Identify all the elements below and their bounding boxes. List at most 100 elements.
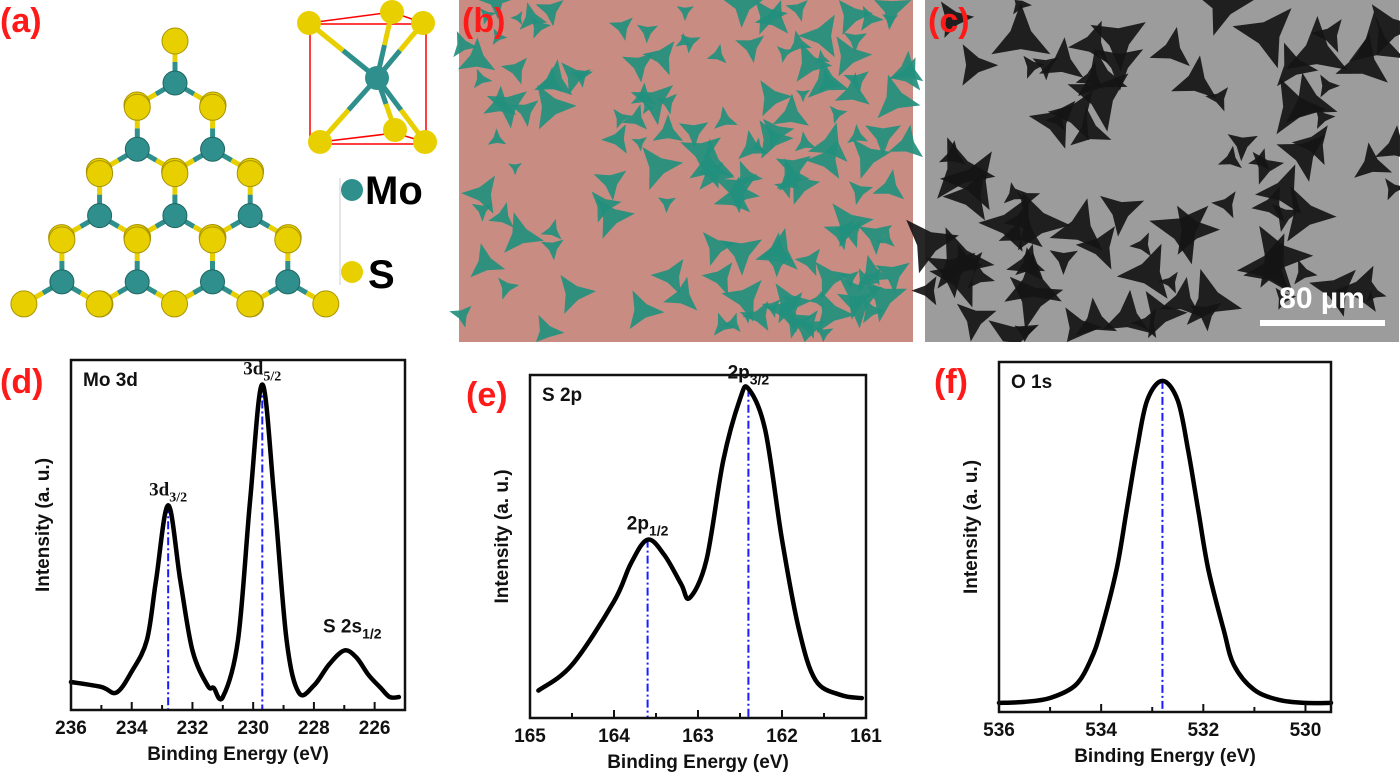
x-axis-label: Binding Energy (eV)	[147, 744, 329, 765]
triangular-flake	[1159, 276, 1202, 317]
s-atom	[123, 226, 151, 254]
triangular-flake	[541, 219, 562, 240]
s-atom-legend-icon	[341, 261, 363, 283]
triangular-flake	[864, 281, 907, 322]
triangular-flake	[760, 80, 792, 116]
x-axis-label: Binding Energy (eV)	[607, 752, 789, 772]
spectrum-line	[536, 384, 865, 701]
triangular-flake	[613, 109, 632, 129]
triangular-flake	[1248, 148, 1270, 171]
triangular-flake	[808, 291, 824, 308]
triangular-flake	[911, 276, 937, 306]
s-atom	[86, 160, 114, 188]
triangular-flake	[1217, 145, 1242, 169]
triangular-flake	[836, 36, 872, 76]
triangular-flake	[815, 262, 851, 299]
triangular-flake	[601, 124, 627, 153]
triangular-flake	[805, 140, 839, 179]
triangular-flake	[722, 313, 741, 332]
triangular-flake	[1309, 269, 1356, 317]
triangular-flake	[832, 203, 873, 247]
x-tick-label: 163	[682, 726, 714, 747]
triangular-flake	[1070, 107, 1112, 146]
triangular-flake	[483, 86, 516, 115]
triangular-flake	[631, 137, 647, 152]
triangular-flake	[631, 82, 656, 104]
triangular-flake	[536, 67, 564, 92]
triangular-flake	[622, 53, 654, 83]
s-atom	[123, 93, 151, 121]
triangular-flake	[1014, 188, 1041, 213]
triangular-flake	[689, 139, 734, 179]
peak-label-main: 3d	[149, 479, 170, 500]
triangular-flake	[1068, 20, 1108, 64]
triangular-flake	[724, 0, 763, 28]
triangular-flake	[537, 85, 576, 130]
triangular-flake	[1211, 191, 1236, 219]
x-tick-label: 232	[177, 718, 209, 739]
triangular-flake	[1171, 55, 1217, 99]
triangular-flake	[835, 72, 870, 104]
panel-a-structure: Mo S	[10, 0, 437, 318]
triangular-flake	[1003, 182, 1026, 204]
triangular-flake	[808, 123, 848, 162]
triangular-flake	[703, 232, 736, 266]
chart-e: 165 164 163 162 161 Binding Energy (eV) Intens…	[492, 363, 882, 772]
triangular-flake	[1032, 57, 1059, 81]
spectrum-line	[996, 378, 1334, 706]
triangular-flake	[622, 104, 647, 129]
triangular-flake	[1285, 72, 1338, 123]
s-atom	[413, 130, 437, 154]
triangular-flake	[876, 228, 895, 246]
triangular-flake	[504, 212, 544, 253]
mo-atom	[275, 269, 301, 295]
triangular-flake	[865, 125, 901, 156]
annotation-sub: 1/2	[362, 626, 382, 642]
triangular-flake	[1075, 226, 1115, 270]
triangular-flake	[642, 41, 674, 75]
flakes-c	[906, 0, 1400, 342]
x-tick-label: 230	[237, 718, 269, 739]
triangular-flake	[1315, 106, 1336, 129]
triangular-flake	[663, 277, 697, 311]
plot-frame	[997, 360, 1333, 714]
triangular-flake	[470, 243, 505, 277]
triangular-flake	[847, 124, 868, 143]
triangular-flake	[453, 31, 477, 57]
triangular-flake	[488, 202, 514, 228]
triangular-flake	[458, 38, 495, 71]
annotation-main: S 2s	[323, 617, 362, 638]
chart-title: S 2p	[542, 385, 582, 406]
triangular-flake	[760, 232, 792, 262]
triangular-flake	[474, 69, 493, 89]
triangular-flake	[1049, 198, 1103, 251]
triangular-flake	[782, 308, 813, 338]
triangular-flake	[561, 62, 593, 94]
triangular-flake	[795, 249, 820, 276]
s-atom	[161, 160, 189, 188]
scale-bar	[1260, 320, 1385, 326]
triangular-flake	[1049, 250, 1078, 275]
peak-label-sub: 3/2	[750, 372, 770, 388]
triangular-flake	[1158, 271, 1178, 294]
peak-label-sub: 1/2	[649, 523, 669, 539]
triangular-flake	[1243, 243, 1290, 293]
triangular-flake	[956, 303, 997, 342]
unit-cell-box	[309, 23, 427, 145]
triangular-flake	[1009, 276, 1064, 330]
triangular-flake	[714, 313, 736, 336]
x-tick-label: 228	[298, 718, 330, 739]
triangular-flake	[1354, 142, 1393, 178]
triangular-flake	[1277, 42, 1319, 87]
mo-atom	[237, 203, 263, 229]
panel-label-b: (b)	[462, 2, 505, 40]
triangular-flake	[1275, 287, 1297, 310]
triangular-flake	[1075, 297, 1117, 336]
triangular-flake	[597, 198, 635, 239]
plot-frame	[528, 373, 868, 720]
triangular-flake	[856, 268, 878, 292]
mos2-lattice	[10, 27, 340, 318]
x-tick-label: 534	[1085, 720, 1117, 741]
s-atom	[274, 226, 302, 254]
triangular-flake	[1095, 49, 1144, 91]
